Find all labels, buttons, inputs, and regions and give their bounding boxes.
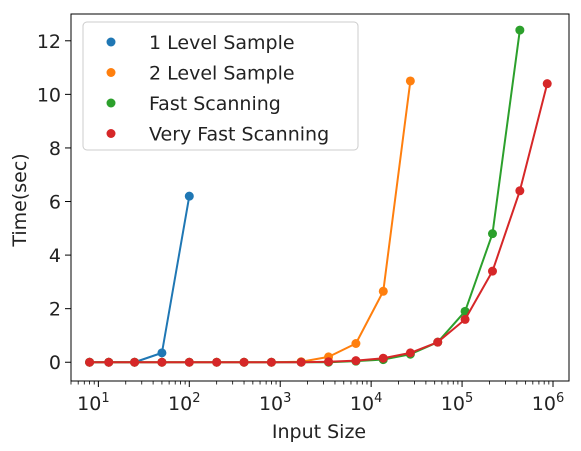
data-point-3-7 [266, 357, 276, 367]
data-point-3-14 [460, 314, 470, 324]
y-tick-label-3: 6 [49, 192, 61, 214]
data-point-3-12 [405, 348, 415, 358]
data-point-3-10 [351, 356, 361, 366]
data-point-3-1 [104, 357, 114, 367]
plot-frame [70, 13, 570, 382]
legend-marker-3 [106, 129, 116, 138]
data-point-3-2 [130, 357, 140, 367]
y-tick-label-0: 0 [49, 352, 61, 374]
data-point-3-15 [487, 266, 497, 276]
data-point-1-12 [405, 76, 415, 86]
x-tick-label-0: 101 [77, 391, 109, 415]
data-point-3-6 [239, 357, 249, 367]
x-tick-label-5: 106 [532, 391, 564, 415]
series-line-3 [89, 83, 549, 364]
data-point-3-3 [157, 357, 167, 367]
data-point-3-16 [515, 186, 525, 196]
x-axis-label: Input Size [272, 421, 366, 443]
legend-marker-1 [106, 68, 116, 77]
y-tick-label-1: 2 [49, 299, 61, 321]
x-tick-label-1: 102 [168, 391, 200, 415]
legend-frame [82, 21, 359, 151]
y-tick-label-2: 4 [49, 245, 61, 267]
data-point-3-0 [85, 357, 95, 367]
x-tick-label-2: 103 [259, 391, 291, 415]
legend-label-3: Very Fast Scanning [149, 124, 329, 146]
series-line-0 [89, 195, 191, 364]
data-point-3-11 [378, 353, 388, 363]
y-axis-label: Time(sec) [9, 153, 31, 247]
y-tick-label-5: 10 [37, 84, 61, 106]
data-point-3-4 [184, 357, 194, 367]
data-point-2-15 [487, 229, 497, 239]
legend: 1 Level Sample 2 Level Sample Fast Scannin… [82, 21, 359, 151]
legend-label-2: Fast Scanning [149, 93, 281, 115]
y-tick-label-6: 12 [37, 31, 61, 53]
y-tick-label-4: 8 [49, 138, 61, 160]
data-point-0-3 [157, 348, 167, 358]
legend-label-1: 2 Level Sample [149, 63, 295, 85]
data-point-3-5 [212, 357, 222, 367]
series-3 [85, 79, 552, 367]
data-point-1-10 [351, 339, 361, 348]
data-point-3-13 [433, 337, 443, 347]
plot-area [85, 25, 552, 367]
data-point-3-17 [542, 79, 552, 89]
data-point-2-16 [515, 25, 525, 35]
legend-label-0: 1 Level Sample [149, 32, 295, 54]
data-point-0-4 [184, 191, 194, 201]
legend-marker-2 [106, 98, 116, 108]
data-point-3-8 [296, 357, 306, 367]
data-point-3-9 [324, 357, 334, 367]
data-point-1-11 [378, 286, 388, 296]
series-0 [85, 191, 194, 367]
legend-marker-0 [106, 37, 116, 47]
x-tick-label-4: 105 [441, 391, 473, 415]
x-tick-label-3: 104 [350, 391, 382, 415]
